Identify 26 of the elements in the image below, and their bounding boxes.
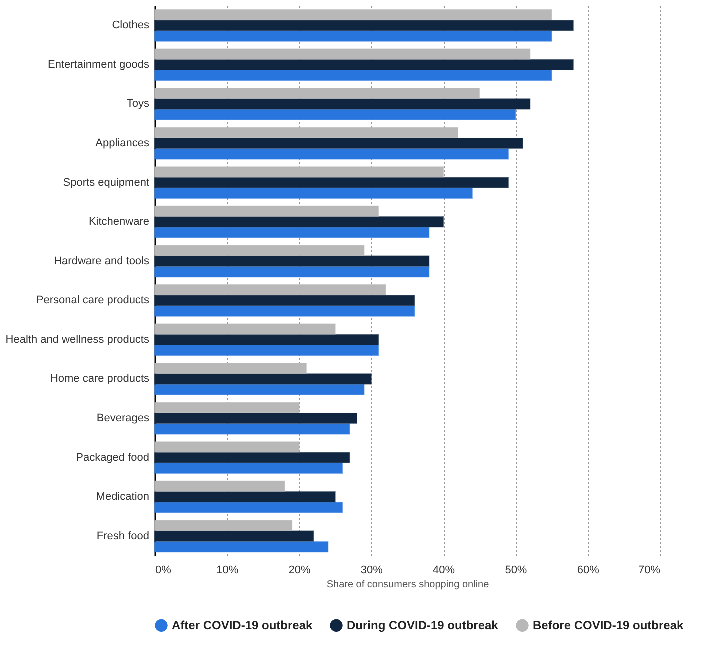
legend-label: Before COVID-19 outbreak bbox=[533, 618, 684, 633]
x-tick-label: 50% bbox=[505, 564, 528, 576]
x-tick-label: 30% bbox=[360, 564, 384, 576]
y-tick-label: Fresh food bbox=[96, 530, 150, 542]
y-tick-label: Kitchenware bbox=[88, 216, 150, 228]
x-tick-label: 60% bbox=[577, 564, 600, 576]
y-tick-label: Hardware and tools bbox=[54, 255, 150, 268]
y-tick-label: Entertainment goods bbox=[48, 58, 150, 71]
x-tick-label: 10% bbox=[216, 564, 239, 576]
x-tick-label: 70% bbox=[638, 564, 661, 576]
y-tick-label: Packaged food bbox=[76, 452, 150, 464]
x-axis-title: Share of consumers shopping online bbox=[326, 580, 490, 590]
y-tick-label: Home care products bbox=[50, 373, 150, 386]
legend-label: During COVID-19 outbreak bbox=[347, 618, 499, 633]
x-tick-label: 40% bbox=[433, 564, 456, 576]
x-tick-label: 20% bbox=[288, 564, 312, 576]
y-tick-label: Personal care products bbox=[36, 294, 150, 307]
y-tick-label: Sports equipment bbox=[63, 176, 150, 189]
y-tick-label: Health and wellness products bbox=[6, 334, 150, 346]
y-tick-label: Appliances bbox=[96, 138, 150, 150]
y-tick-label: Toys bbox=[126, 98, 150, 110]
y-tick-label: Medication bbox=[96, 491, 150, 504]
y-tick-label: Clothes bbox=[112, 20, 150, 32]
y-tick-label: Beverages bbox=[96, 412, 150, 424]
legend-label: After COVID-19 outbreak bbox=[172, 618, 314, 633]
x-tick-label: 0% bbox=[156, 564, 172, 576]
